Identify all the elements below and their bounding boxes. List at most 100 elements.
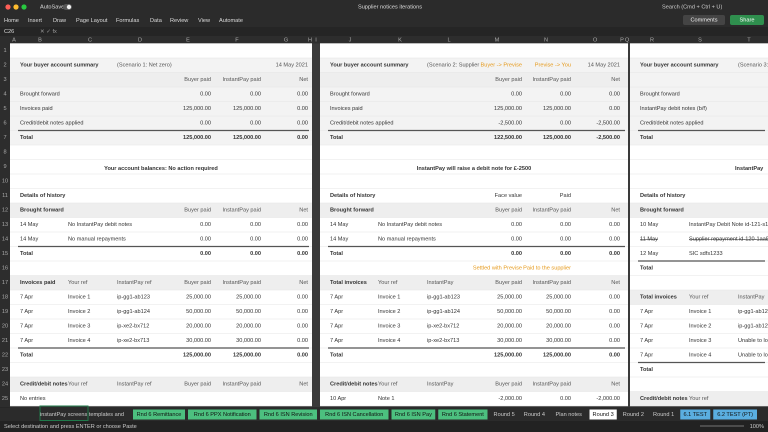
cell: Invoice 4 (68, 338, 90, 344)
cell: Credit/debit notes applied (640, 121, 703, 127)
row-number: 2 (3, 63, 6, 69)
row-number: 8 (3, 150, 6, 156)
cell: InstantPay paid (532, 382, 571, 388)
column-header-bar (0, 36, 768, 44)
sheet-tab-label[interactable]: Plan notes (556, 412, 583, 418)
ribbon-tab[interactable]: Review (170, 18, 189, 24)
zoom-button[interactable] (21, 4, 27, 10)
cell: 0.00 (609, 353, 620, 359)
cell: ip-gg1-ab12 (738, 309, 768, 315)
cell: (Scenario 2: Supplier (427, 63, 479, 69)
search-box[interactable]: Search (Cmd + Ctrl + U) (662, 4, 722, 10)
minimize-button[interactable] (13, 4, 19, 10)
close-button[interactable] (5, 4, 11, 10)
sheet-tab-label[interactable]: 6.1 TEST (683, 412, 707, 418)
sheet-tab[interactable] (713, 409, 757, 420)
cell: 0.00 (297, 251, 308, 257)
cell: 50,000.00 (186, 309, 211, 315)
sheet-tab[interactable] (680, 409, 711, 420)
cell: 125,000.00 (543, 106, 571, 112)
sheet-tab[interactable] (589, 409, 617, 420)
name-box[interactable]: C26 (4, 29, 14, 35)
cell: Your buyer account summary (20, 63, 99, 69)
cell: 25,000.00 (546, 295, 571, 301)
cell: 0.00 (200, 222, 211, 228)
cell: 0.00 (200, 92, 211, 98)
zoom-slider[interactable] (700, 425, 744, 427)
cell: 0.00 (200, 251, 211, 257)
cell: Your buyer account summary (330, 63, 409, 69)
cell: 0.00 (297, 92, 308, 98)
cell: Invoice 2 (68, 309, 90, 315)
sheet-tab[interactable] (133, 409, 185, 420)
cell: 25,000.00 (497, 295, 522, 301)
sheet-tab-label[interactable]: Round 4 (524, 412, 545, 418)
cell: Buyer paid (495, 208, 522, 214)
sheet-tab[interactable] (320, 409, 389, 420)
cell: 0.00 (250, 121, 261, 127)
comments-button[interactable] (683, 15, 725, 25)
sheet-tab[interactable] (391, 409, 436, 420)
toggle-knob (66, 4, 72, 10)
cell: Brought forward (640, 92, 680, 98)
cell: Invoices paid (20, 106, 53, 112)
ribbon-tab[interactable]: Automate (219, 18, 243, 24)
cell: InstantPay paid (532, 77, 571, 83)
cell: 0.00 (560, 121, 571, 127)
ribbon-tab[interactable]: Draw (53, 18, 67, 24)
sheet-tab-label[interactable]: Round 1 (653, 412, 674, 418)
ribbon-tab[interactable]: Data (150, 18, 163, 24)
sheet-tab[interactable] (259, 409, 318, 420)
sheet-tab-label[interactable]: Rnd 6 ISN Pay (395, 412, 432, 418)
sheet-tab-label[interactable]: Rnd 6 Statement (442, 412, 484, 418)
sheet-tab-label[interactable]: Rnd 6 ISN Revision (264, 412, 313, 418)
column-letter: D (138, 37, 142, 43)
ribbon-tab[interactable]: Page Layout (76, 18, 108, 24)
cell: 0.00 (609, 309, 620, 315)
cell: 0.00 (250, 222, 261, 228)
sheet-tab-label[interactable]: instantPay screens templates and (40, 412, 124, 418)
cell: Brought forward (330, 92, 370, 98)
cell: 50,000.00 (497, 309, 522, 315)
cell: 0.00 (511, 222, 522, 228)
cell: Unable to lo (738, 338, 768, 344)
cell: 0.00 (609, 295, 620, 301)
sheet-tab-label[interactable]: Round 3 (593, 412, 614, 418)
cell: InstantPay paid (222, 382, 261, 388)
column-letter: T (747, 37, 751, 43)
ribbon-tab[interactable]: View (198, 18, 211, 24)
row-number: 18 (2, 295, 8, 301)
status-message: Select destination and press ENTER or ch… (4, 424, 137, 430)
sheet-tab-label[interactable]: Rnd 6 PPX Notification (194, 412, 251, 418)
row-header-bar (0, 43, 10, 408)
cell: 125,000.00 (543, 353, 571, 359)
ribbon-tab[interactable]: Formulas (116, 18, 140, 24)
sheet-tab[interactable] (438, 409, 488, 420)
ribbon-tab[interactable]: Home (4, 18, 19, 24)
zoom-level: 100% (750, 424, 764, 430)
column-letter: O (593, 37, 598, 43)
row-number: 1 (3, 48, 6, 54)
cell: 30,000.00 (546, 338, 571, 344)
column-letter: A (12, 37, 16, 43)
cell: InstantPay Debit Note id-121-s17 (689, 222, 768, 228)
share-button[interactable] (730, 15, 764, 25)
ribbon-tab[interactable]: Insert (28, 18, 42, 24)
cell: ip-gg1-ab123 (427, 295, 460, 301)
sheet-tab-label[interactable]: Round 5 (494, 412, 515, 418)
sheet-tab-label[interactable]: Round 2 (623, 412, 644, 418)
cell: 30,000.00 (186, 338, 211, 344)
sheet-tab-label[interactable]: 6.2 TEST (PT) (717, 412, 753, 418)
header-row (630, 203, 768, 218)
header-row (630, 290, 768, 305)
cell: Brought forward (640, 208, 684, 214)
column-letter: Q (625, 37, 630, 43)
sheet-tab[interactable] (188, 409, 257, 420)
cell: 7 Apr (640, 338, 653, 344)
cell: Total (20, 251, 33, 257)
cell: 0.00 (297, 338, 308, 344)
sheet-tab-label[interactable]: Rnd 6 Remittance (137, 412, 182, 418)
cell: InstantPay debit notes (b/f) (640, 106, 707, 112)
sheet-tab-label[interactable]: Rnd 6 ISN Cancellation (325, 412, 383, 418)
